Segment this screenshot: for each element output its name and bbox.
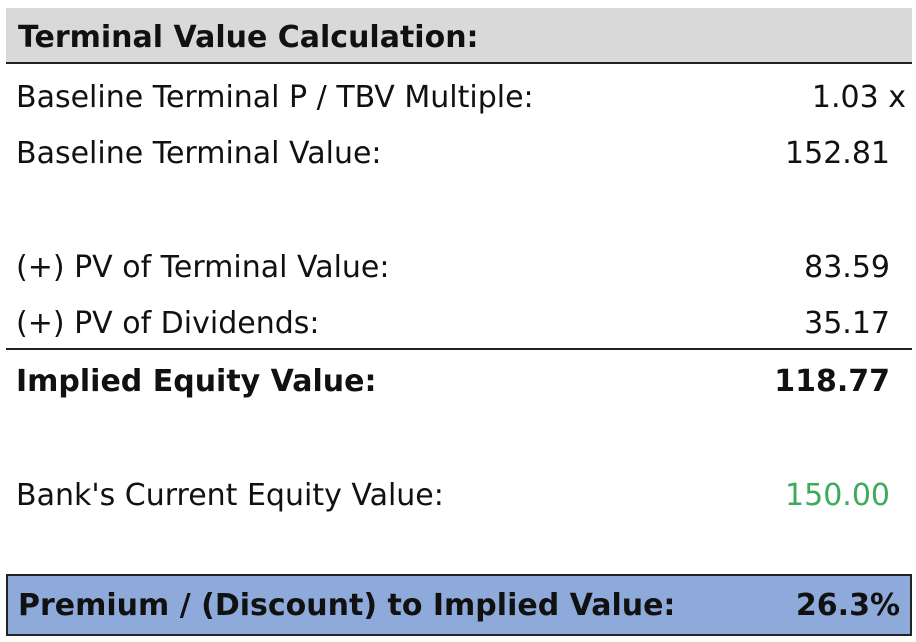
table-header: Terminal Value Calculation: xyxy=(6,8,912,64)
row-label: Baseline Terminal Value: xyxy=(16,136,382,171)
table-row-pv-dividends: (+) PV of Dividends: 35.17 xyxy=(6,300,912,348)
premium-discount-row: Premium / (Discount) to Implied Value: 2… xyxy=(6,574,912,636)
table-row-baseline-terminal-value: Baseline Terminal Value: 152.81 xyxy=(6,130,912,178)
sum-divider xyxy=(6,348,912,350)
table-row-baseline-multiple: Baseline Terminal P / TBV Multiple: 1.03… xyxy=(6,74,912,122)
row-label: Bank's Current Equity Value: xyxy=(16,478,444,513)
row-value: 83.59 xyxy=(804,250,890,285)
table-title: Terminal Value Calculation: xyxy=(18,20,479,55)
result-value: 26.3% xyxy=(795,588,900,623)
row-label: (+) PV of Terminal Value: xyxy=(16,250,390,285)
table-row-implied-equity-value: Implied Equity Value: 118.77 xyxy=(6,358,912,406)
row-label: Implied Equity Value: xyxy=(16,364,377,399)
row-label: Baseline Terminal P / TBV Multiple: xyxy=(16,80,534,115)
row-value: 150.00 xyxy=(785,478,890,513)
row-value: 118.77 xyxy=(774,364,890,399)
row-value: 1.03 x xyxy=(811,80,906,115)
table-row-pv-terminal-value: (+) PV of Terminal Value: 83.59 xyxy=(6,244,912,292)
row-label: (+) PV of Dividends: xyxy=(16,306,320,341)
row-value: 35.17 xyxy=(804,306,890,341)
result-label: Premium / (Discount) to Implied Value: xyxy=(18,588,676,623)
row-value: 152.81 xyxy=(785,136,890,171)
table-row-current-equity-value: Bank's Current Equity Value: 150.00 xyxy=(6,472,912,520)
